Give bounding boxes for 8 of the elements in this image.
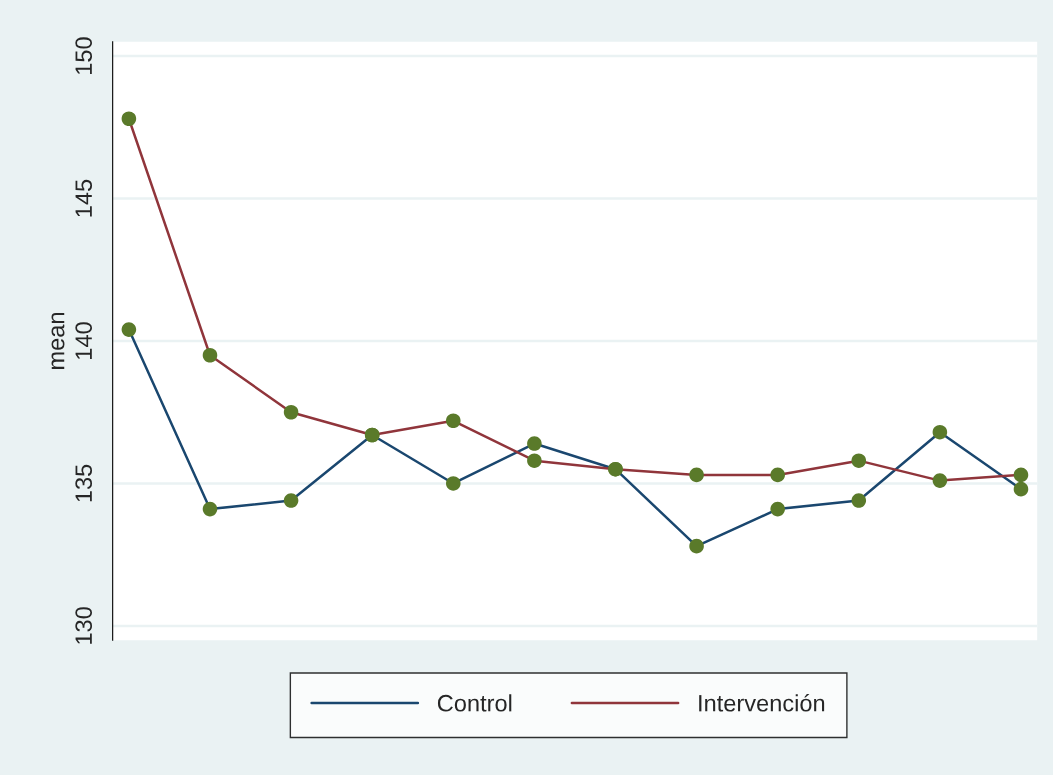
y-tick-label: 150	[75, 37, 93, 74]
y-tick-label: 140	[75, 322, 93, 359]
y-tick-label: 130	[75, 607, 93, 644]
legend-label: Control	[437, 694, 512, 712]
y-axis-title: mean	[51, 313, 65, 369]
y-tick-label: 135	[75, 464, 93, 502]
legend-label: Intervención	[699, 693, 825, 712]
y-tick-label: 145	[75, 179, 93, 217]
